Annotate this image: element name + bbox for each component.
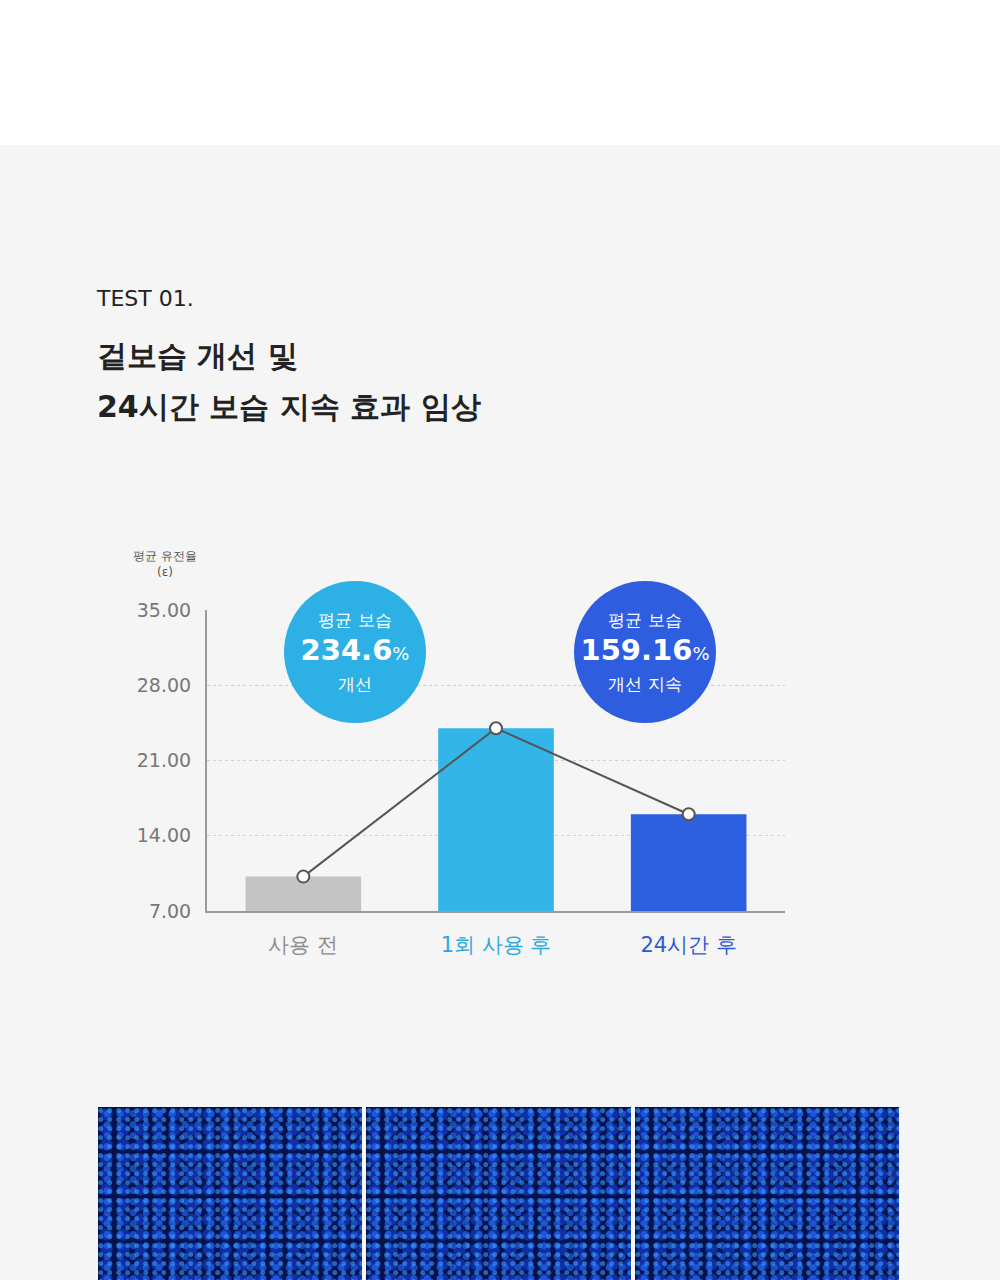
svg-text:14.00: 14.00 — [137, 824, 191, 846]
svg-text:사용 전: 사용 전 — [268, 933, 338, 957]
html-text:159.16%: 159.16% — [580, 633, 710, 667]
html-text:개선 지속: 개선 지속 — [608, 674, 682, 694]
html-text:(ε): (ε) — [157, 565, 173, 579]
html-text:234.6%: 234.6% — [300, 633, 410, 667]
html-text:TEST 01.: TEST 01. — [97, 286, 194, 311]
html-text:평균 보습: 평균 보습 — [608, 610, 682, 630]
svg-text:1회 사용 후: 1회 사용 후 — [441, 933, 552, 957]
svg-text:28.00: 28.00 — [137, 674, 191, 696]
svg-text:7.00: 7.00 — [149, 900, 191, 922]
html-text:개선: 개선 — [338, 674, 372, 694]
svg-text:21.00: 21.00 — [137, 749, 191, 771]
html-text:겉보습 개선 및: 겉보습 개선 및 — [97, 338, 298, 373]
html-text:24시간 보습 지속 효과 임상: 24시간 보습 지속 효과 임상 — [97, 389, 481, 424]
svg-text:35.00: 35.00 — [137, 599, 191, 621]
html-text:평균 유전율: 평균 유전율 — [133, 549, 197, 563]
html-text:평균 보습: 평균 보습 — [318, 610, 392, 630]
svg-text:24시간 후: 24시간 후 — [640, 933, 736, 957]
